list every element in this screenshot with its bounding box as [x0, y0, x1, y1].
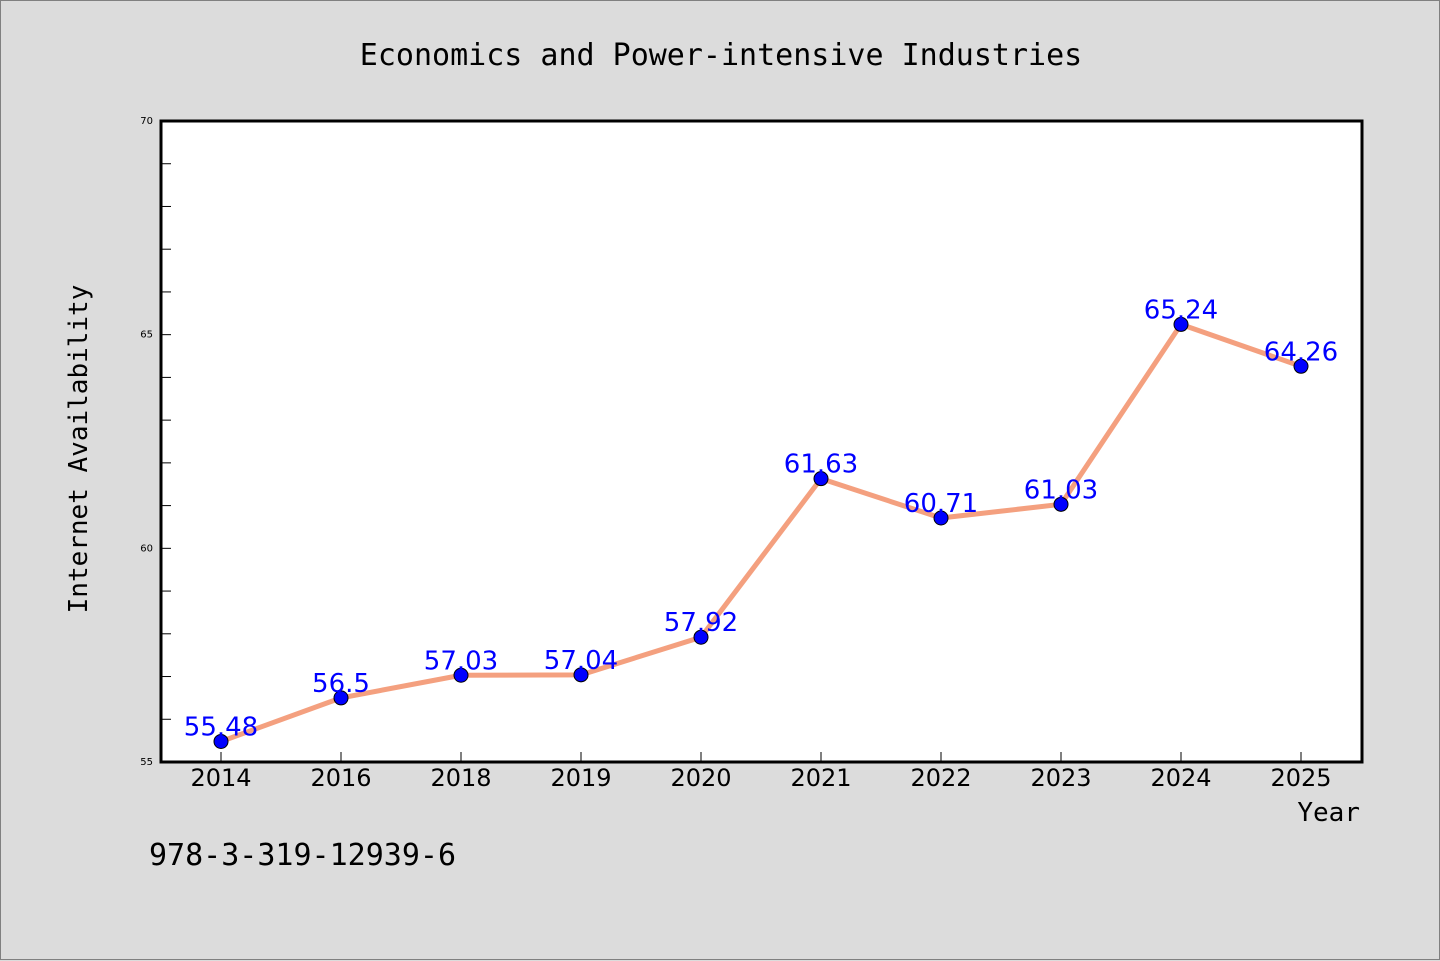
data-point-8: [1173, 316, 1189, 332]
data-label-9: 64.26: [1264, 337, 1338, 367]
x-tick-label-0: 2014: [190, 764, 251, 792]
data-point-2: [453, 667, 469, 683]
x-tick-label-4: 2020: [670, 764, 731, 792]
data-point-5: [813, 471, 829, 487]
data-label-3: 57.04: [544, 646, 618, 676]
y-axis-ticks: 55 60 65 70: [140, 116, 171, 768]
data-point-6: [933, 510, 949, 526]
y-tick-label-2: 65: [140, 330, 153, 341]
x-tick-label-8: 2024: [1150, 764, 1211, 792]
x-tick-label-1: 2016: [310, 764, 371, 792]
x-tick-label-3: 2019: [550, 764, 611, 792]
x-tick-label-6: 2022: [910, 764, 971, 792]
data-point-3: [573, 667, 589, 683]
y-tick-label-1: 60: [140, 543, 153, 554]
data-label-6: 60.71: [904, 489, 978, 519]
y-tick-label-3: 70: [140, 116, 153, 127]
x-tick-label-5: 2021: [790, 764, 851, 792]
data-point-0: [213, 733, 229, 749]
data-point-4: [693, 629, 709, 645]
series-line-0: [218, 321, 1304, 744]
footnote-isbn: 978-3-319-12939-6: [149, 838, 456, 873]
data-label-7: 61.03: [1024, 475, 1098, 505]
data-label-5: 61.63: [784, 450, 858, 480]
data-label-4: 57.92: [664, 608, 738, 638]
data-point-9: [1293, 358, 1309, 374]
x-tick-label-2: 2018: [430, 764, 491, 792]
data-label-2: 57.03: [424, 646, 498, 676]
data-label-0: 55.48: [184, 712, 258, 742]
data-label-1: 56.5: [312, 669, 370, 699]
plot-area: [161, 121, 1362, 762]
data-point-7: [1053, 496, 1069, 512]
x-tick-label-7: 2023: [1030, 764, 1091, 792]
x-tick-label-9: 2025: [1270, 764, 1331, 792]
series-group: 55.48 56.5 57.03 57.04 57.92 61.63 60.71 61.03 6…: [184, 295, 1338, 749]
y-tick-label-0: 55: [140, 757, 153, 768]
y-axis-label: Internet Availability: [64, 285, 94, 614]
plot-frame: [159, 119, 1364, 764]
data-label-8: 65.24: [1144, 295, 1218, 325]
data-point-1: [333, 690, 349, 706]
x-axis-ticks: 2014 2016 2018 2019 2020 2021 2022 2023 2024 2025: [190, 752, 1332, 792]
x-axis-label: Year: [1297, 798, 1360, 828]
chart-title: Economics and Power-intensive Industries: [360, 38, 1082, 73]
